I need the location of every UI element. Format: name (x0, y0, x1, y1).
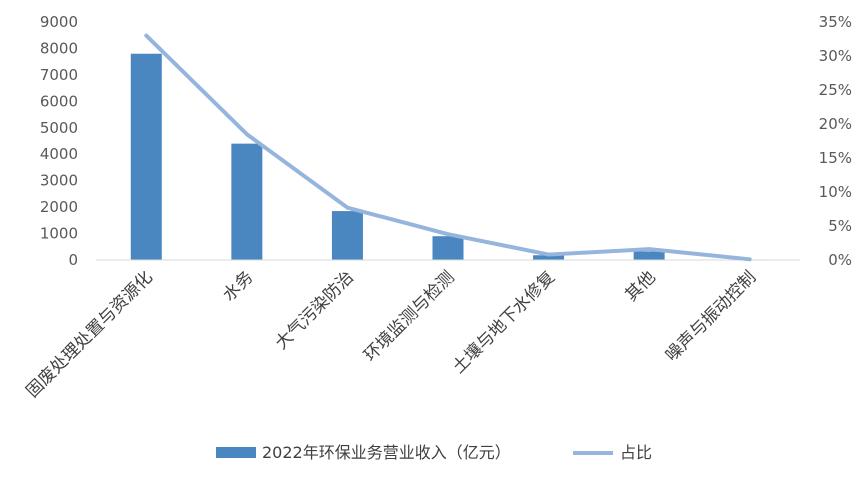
bar (231, 143, 263, 260)
bar (533, 255, 565, 260)
left-tick-label: 1000 (40, 225, 78, 243)
right-tick-label: 0% (828, 251, 852, 269)
bar (331, 211, 363, 260)
category-label: 水务 (219, 267, 257, 305)
right-tick-label: 25% (819, 81, 852, 99)
right-tick-label: 35% (819, 13, 852, 31)
category-label: 大气污染防治 (272, 267, 358, 353)
left-tick-label: 8000 (40, 39, 78, 57)
left-tick-label: 3000 (40, 172, 78, 190)
right-tick-label: 30% (819, 47, 852, 65)
right-tick-label: 20% (819, 115, 852, 133)
right-tick-label: 10% (819, 183, 852, 201)
left-tick-label: 7000 (40, 66, 78, 84)
left-tick-label: 2000 (40, 198, 78, 216)
ratio-line-series (144, 33, 752, 262)
left-tick-label: 9000 (40, 13, 78, 31)
right-tick-label: 5% (828, 217, 852, 235)
right-tick-label: 15% (819, 149, 852, 167)
bar-series (130, 53, 766, 260)
bar (432, 236, 464, 260)
category-label: 其他 (621, 267, 659, 305)
legend-bar-label: 2022年环保业务营业收入（亿元） (262, 443, 511, 462)
category-label: 固废处理处置与资源化 (22, 267, 156, 401)
left-tick-label: 0 (68, 251, 78, 269)
legend-line-label: 占比 (620, 443, 652, 462)
right-axis-ticks: 0% 5% 10% 15% 20% 25% 30% 35% (819, 13, 852, 269)
bar (633, 251, 665, 260)
left-tick-label: 5000 (40, 119, 78, 137)
category-label: 土壤与地下水修复 (448, 267, 559, 378)
category-label: 环境监测与检测 (360, 267, 458, 365)
legend-bar-swatch (216, 447, 256, 458)
legend: 2022年环保业务营业收入（亿元） 占比 (216, 443, 652, 462)
bar (130, 53, 162, 260)
left-tick-label: 4000 (40, 145, 78, 163)
left-tick-label: 6000 (40, 92, 78, 110)
left-axis-ticks: 0 1000 2000 3000 4000 5000 6000 7000 8000 9000 (40, 13, 78, 269)
category-label: 噪声与振动控制 (662, 267, 760, 365)
